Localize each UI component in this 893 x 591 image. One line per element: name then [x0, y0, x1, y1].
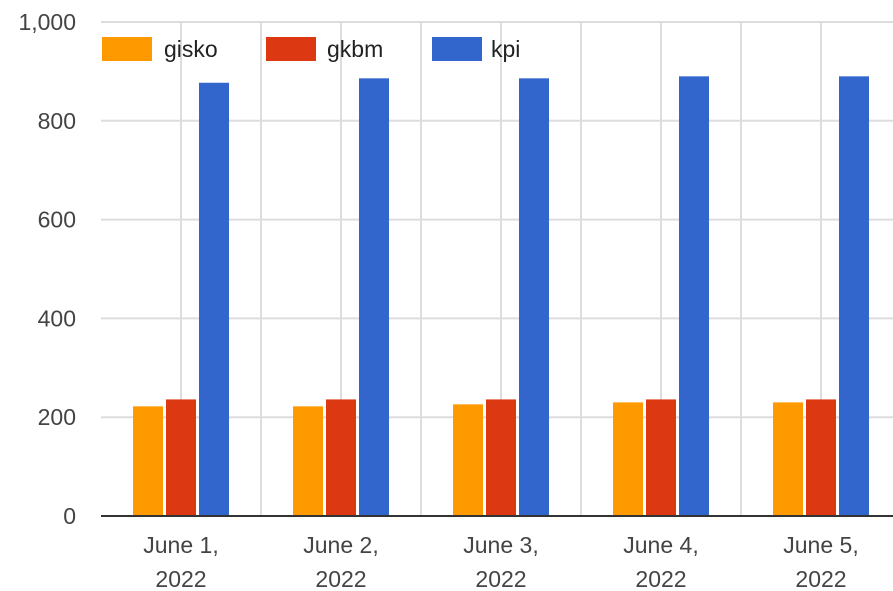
- x-tick-label: 2022: [635, 566, 686, 591]
- x-tick-label: 2022: [795, 566, 846, 591]
- y-tick-label: 800: [38, 108, 76, 134]
- x-axis: June 1, 2022 June 2, 2022 June 3, 2022 June 4,…: [101, 515, 893, 591]
- legend: gisko gkbm kpi: [102, 36, 520, 62]
- legend-swatch: [102, 37, 152, 61]
- legend-swatch: [266, 37, 316, 61]
- bar-kpi: [199, 82, 229, 517]
- bar-kpi: [519, 78, 549, 516]
- y-tick-label: 0: [63, 503, 76, 529]
- grid-lines: [101, 21, 893, 516]
- x-tick-label: 2022: [155, 566, 206, 591]
- y-tick-label: 400: [38, 305, 76, 331]
- legend-label: kpi: [491, 36, 520, 62]
- bar-kpi: [839, 76, 869, 516]
- legend-label: gisko: [164, 36, 218, 62]
- bar-kpi: [679, 76, 709, 516]
- bar-gkbm: [486, 399, 516, 516]
- bar-gkbm: [646, 399, 676, 516]
- legend-item-kpi: kpi: [432, 36, 520, 62]
- x-tick-label: 2022: [475, 566, 526, 591]
- bar-gkbm: [166, 399, 196, 516]
- bar-gisko: [453, 404, 483, 516]
- y-tick-label: 200: [38, 404, 76, 430]
- y-axis: 0 200 400 600 800 1,000: [18, 9, 76, 529]
- legend-label: gkbm: [327, 36, 383, 62]
- y-tick-label: 1,000: [18, 9, 76, 35]
- bar-gkbm: [806, 399, 836, 516]
- legend-item-gisko: gisko: [102, 36, 218, 62]
- x-tick-label: 2022: [315, 566, 366, 591]
- bar-kpi: [359, 78, 389, 516]
- y-tick-label: 600: [38, 207, 76, 233]
- bar-gisko: [613, 402, 643, 516]
- legend-item-gkbm: gkbm: [266, 36, 383, 62]
- bar-gisko: [293, 406, 323, 516]
- x-tick-label: June 2,: [303, 532, 378, 558]
- legend-swatch: [432, 37, 482, 61]
- x-tick-label: June 3,: [463, 532, 538, 558]
- bars: [133, 76, 869, 517]
- bar-gisko: [773, 402, 803, 516]
- x-tick-label: June 1,: [143, 532, 218, 558]
- bar-gkbm: [326, 399, 356, 516]
- x-tick-label: June 5,: [783, 532, 858, 558]
- bar-gisko: [133, 406, 163, 516]
- x-tick-label: June 4,: [623, 532, 698, 558]
